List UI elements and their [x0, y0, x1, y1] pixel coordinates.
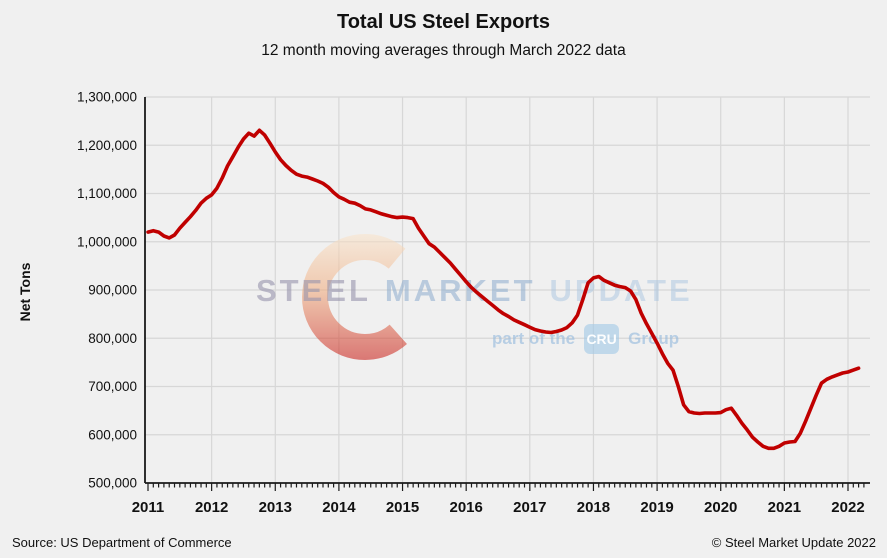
- svg-text:2015: 2015: [386, 499, 419, 516]
- svg-text:800,000: 800,000: [88, 331, 137, 346]
- svg-text:600,000: 600,000: [88, 427, 137, 442]
- svg-text:2017: 2017: [513, 499, 546, 516]
- svg-text:2019: 2019: [640, 499, 673, 516]
- chart-title: Total US Steel Exports: [336, 11, 550, 33]
- svg-text:2021: 2021: [768, 499, 801, 516]
- svg-text:Net Tons: Net Tons: [17, 262, 33, 321]
- svg-text:2013: 2013: [259, 499, 292, 516]
- svg-text:2016: 2016: [449, 499, 482, 516]
- svg-text:2014: 2014: [322, 499, 356, 516]
- svg-text:700,000: 700,000: [88, 379, 137, 394]
- copyright-note: © Steel Market Update 2022: [711, 535, 876, 550]
- svg-text:2022: 2022: [831, 499, 864, 516]
- svg-text:1,100,000: 1,100,000: [77, 186, 137, 201]
- svg-text:1,000,000: 1,000,000: [77, 234, 137, 249]
- svg-text:900,000: 900,000: [88, 283, 137, 298]
- svg-text:2011: 2011: [132, 499, 165, 516]
- svg-text:500,000: 500,000: [88, 476, 137, 491]
- svg-text:2012: 2012: [195, 499, 228, 516]
- source-note: Source: US Department of Commerce: [12, 535, 232, 550]
- svg-text:1,200,000: 1,200,000: [77, 138, 137, 153]
- chart-subtitle: 12 month moving averages through March 2…: [261, 42, 626, 59]
- svg-text:1,300,000: 1,300,000: [77, 90, 137, 105]
- svg-text:2020: 2020: [704, 499, 737, 516]
- svg-text:2018: 2018: [577, 499, 610, 516]
